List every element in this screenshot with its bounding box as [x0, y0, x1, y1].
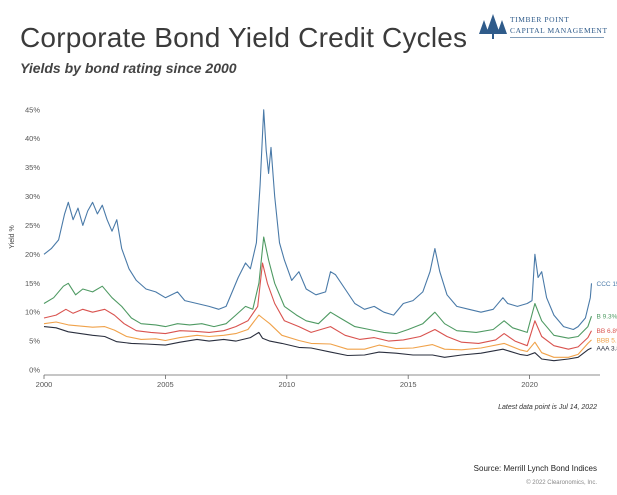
- latest-data-note: Latest data point is Jul 14, 2022: [498, 404, 597, 411]
- y-tick-label: 40%: [25, 134, 40, 143]
- y-tick-label: 25%: [25, 221, 40, 230]
- y-tick-label: 20%: [25, 250, 40, 259]
- page-subtitle: Yields by bond rating since 2000: [20, 60, 237, 76]
- series-line-ccc: [43, 109, 593, 331]
- y-tick-label: 10%: [25, 308, 40, 317]
- y-tick-label: 35%: [25, 163, 40, 172]
- yield-line-chart: Yield % 0% 5% 10% 15% 20% 25% 30% 35% 40% 45% 2000 2…: [9, 105, 617, 389]
- series-end-label-ccc: CCC 15.0%: [597, 281, 617, 288]
- x-tick-label: 2020: [521, 380, 538, 389]
- pine-trees-icon: [479, 14, 507, 39]
- series-line-b: [43, 236, 593, 339]
- x-tick-label: 2015: [400, 380, 417, 389]
- logo-divider: [510, 37, 604, 38]
- series-line-bb: [43, 262, 592, 350]
- series-end-label-b: B 9.3%: [597, 314, 617, 321]
- logo-wordmark: Timber Point Capital Management: [510, 14, 608, 36]
- series-end-label-bbb: BBB 5.2%: [597, 337, 617, 344]
- y-tick-label: 5%: [29, 337, 40, 346]
- series-line-aaa: [43, 326, 592, 362]
- y-axis-title: Yield %: [9, 225, 16, 248]
- x-tick-label: 2000: [36, 380, 53, 389]
- x-tick-label: 2010: [278, 380, 295, 389]
- y-tick-label: 0%: [29, 366, 40, 375]
- y-tick-label: 15%: [25, 279, 40, 288]
- x-tick-label: 2005: [157, 380, 174, 389]
- page-title: Corporate Bond Yield Credit Cycles: [20, 22, 468, 53]
- logo-line-2: Capital Management: [510, 26, 608, 35]
- series-end-label-aaa: AAA 3.8%: [597, 346, 617, 353]
- source-note: Source: Merrill Lynch Bond Indices: [473, 464, 597, 473]
- y-tick-label: 45%: [25, 105, 40, 114]
- series-line-bbb: [43, 314, 592, 358]
- y-tick-label: 30%: [25, 192, 40, 201]
- company-logo: Timber Point Capital Management: [478, 12, 608, 52]
- copyright-note: © 2022 Clearonomics, Inc.: [526, 480, 597, 486]
- logo-line-1: Timber Point: [510, 15, 570, 24]
- series-end-label-bb: BB 6.8%: [597, 328, 617, 335]
